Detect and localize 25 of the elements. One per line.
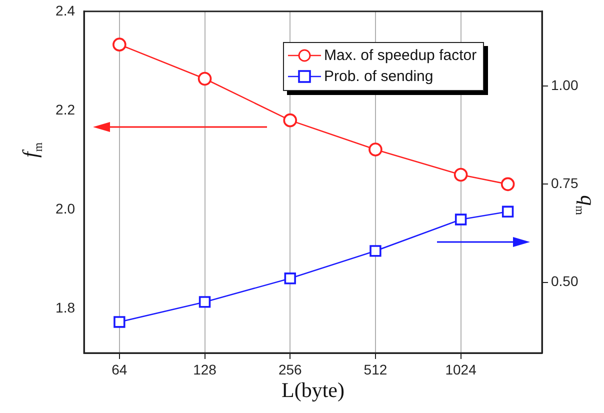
y2-tick-label: 0.75: [551, 175, 578, 192]
x-tick-label: 64: [112, 361, 128, 378]
x-tick-label: 128: [193, 361, 217, 378]
y-tick-label: 2.2: [56, 101, 76, 118]
legend-label: Max. of speedup factor: [324, 47, 477, 64]
point: [454, 214, 467, 226]
x-tick-label: 256: [278, 361, 302, 378]
point: [284, 272, 296, 284]
point: [368, 142, 382, 156]
point: [370, 245, 382, 257]
x-tick-label: 512: [364, 361, 388, 378]
legend-label: Prob. of sending: [324, 68, 434, 85]
point: [198, 72, 212, 86]
point: [114, 316, 126, 328]
point: [198, 296, 211, 308]
x-tick-label: 1024: [445, 361, 477, 378]
x-axis-title: L(byte): [282, 378, 344, 403]
point: [454, 168, 468, 182]
point: [112, 38, 126, 52]
y-tick-label: 1.8: [56, 299, 76, 316]
y-tick-label: 2.0: [56, 200, 76, 216]
y-tick-label: 2.4: [56, 2, 76, 18]
y2-tick-label: 0.50: [551, 273, 578, 290]
y2-tick-label: 1.00: [551, 76, 578, 93]
point: [283, 113, 298, 128]
